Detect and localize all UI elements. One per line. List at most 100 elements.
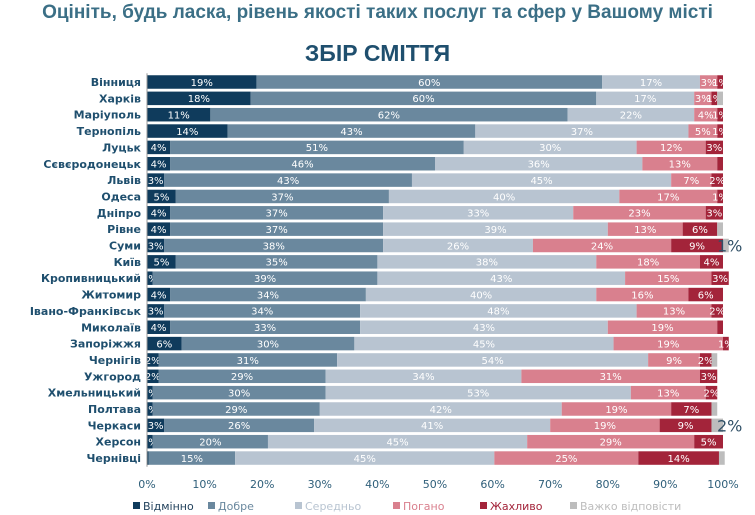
bar-segment xyxy=(717,91,723,106)
bar-segment xyxy=(147,336,182,351)
bar-segment xyxy=(625,271,712,285)
data-label: 39% xyxy=(484,225,506,236)
legend-item: Відмінно xyxy=(143,500,194,513)
data-label: 1% xyxy=(712,111,728,122)
data-label: 3% xyxy=(712,274,728,285)
data-label: 62% xyxy=(378,111,400,122)
category-label: Тернопіль xyxy=(77,125,141,138)
data-label: 4% xyxy=(151,209,167,220)
data-label: 17% xyxy=(657,192,679,203)
bar-segment xyxy=(688,287,723,302)
data-label: 1% xyxy=(142,388,158,399)
bar-segment xyxy=(365,287,597,302)
data-label: 1% xyxy=(712,192,728,203)
bar-segment xyxy=(699,353,712,367)
bar-segment xyxy=(152,402,320,416)
x-tick-label: 40% xyxy=(365,478,389,491)
bar-segment xyxy=(613,336,723,351)
bar-segment xyxy=(147,157,171,171)
bar-segment xyxy=(705,206,723,220)
bar-segment xyxy=(561,402,672,416)
bar-segment xyxy=(705,385,718,400)
data-label: 43% xyxy=(473,323,495,334)
data-label: 14% xyxy=(668,454,690,465)
bar-segment xyxy=(435,157,643,171)
data-label: 7% xyxy=(683,405,699,416)
category-label: Херсон xyxy=(96,436,142,449)
x-tick-label: 0% xyxy=(138,478,155,491)
data-label: 9% xyxy=(689,241,705,252)
data-label: 6% xyxy=(692,225,708,236)
bar-segment xyxy=(148,451,236,465)
bar-segment xyxy=(717,124,723,138)
category-label: Ужгород xyxy=(84,370,141,383)
bar-segment xyxy=(711,402,718,416)
category-label: Дніпро xyxy=(97,207,142,220)
data-label: 12% xyxy=(660,143,682,154)
category-label: Одеса xyxy=(101,190,141,203)
category-label: Рівне xyxy=(107,223,141,236)
category-label: Київ xyxy=(114,256,141,269)
bar-segment xyxy=(147,107,211,122)
data-label: 33% xyxy=(254,323,276,334)
x-tick-label: 100% xyxy=(707,478,738,491)
legend-item: Погано xyxy=(403,500,445,513)
bar-segment xyxy=(723,336,729,351)
data-label: 2% xyxy=(145,356,161,367)
data-label: 2% xyxy=(698,356,714,367)
data-label: 19% xyxy=(651,323,673,334)
data-label: 18% xyxy=(188,94,210,105)
data-label: 34% xyxy=(412,372,434,383)
data-label: 43% xyxy=(340,127,362,138)
data-label: 30% xyxy=(539,143,561,154)
bar-segment xyxy=(235,451,495,465)
data-label: 1% xyxy=(712,78,728,89)
bar-segment xyxy=(147,369,159,384)
data-label: 5% xyxy=(701,438,717,449)
data-label: 4% xyxy=(151,225,167,236)
legend-swatch xyxy=(480,502,487,509)
data-label: 45% xyxy=(473,339,495,350)
data-label: 3% xyxy=(148,307,164,318)
bar-segment xyxy=(170,287,366,302)
data-label: 34% xyxy=(257,290,279,301)
category-label: Чернівці xyxy=(87,452,141,465)
data-label: 4% xyxy=(151,323,167,334)
legend-item: Важко відповісти xyxy=(580,500,681,513)
bar-segment xyxy=(694,434,723,449)
bar-segment xyxy=(699,369,718,384)
bar-segment xyxy=(164,173,412,187)
bar-segment xyxy=(717,75,723,89)
bar-segment xyxy=(717,320,723,334)
bar-segment xyxy=(596,255,700,269)
bar-segment xyxy=(170,320,361,334)
x-tick-label: 50% xyxy=(423,478,447,491)
data-label: 9% xyxy=(666,356,682,367)
bar-segment xyxy=(170,222,384,236)
bar-segment xyxy=(711,353,718,367)
data-label: 3% xyxy=(695,94,711,105)
bar-segment xyxy=(475,124,689,138)
bar-segment xyxy=(711,304,723,318)
x-tick-label: 30% xyxy=(308,478,332,491)
data-label: 37% xyxy=(271,192,293,203)
bar-segment xyxy=(147,434,153,449)
data-label: 45% xyxy=(386,438,408,449)
bar-segment xyxy=(147,451,149,465)
data-label: 46% xyxy=(291,160,313,171)
bar-segment xyxy=(164,238,384,253)
data-label: 4% xyxy=(704,258,720,269)
bar-segment xyxy=(158,369,326,384)
bar-segment xyxy=(147,189,176,204)
bar-segment xyxy=(694,107,718,122)
bar-segment xyxy=(711,418,723,433)
bar-segment xyxy=(463,140,637,155)
data-label: 20% xyxy=(199,438,221,449)
data-label: 3% xyxy=(706,143,722,154)
bar-segment xyxy=(175,189,389,204)
data-label: 19% xyxy=(605,405,627,416)
data-label: 42% xyxy=(430,405,452,416)
bar-segment xyxy=(717,222,723,236)
bar-segment xyxy=(494,451,639,465)
